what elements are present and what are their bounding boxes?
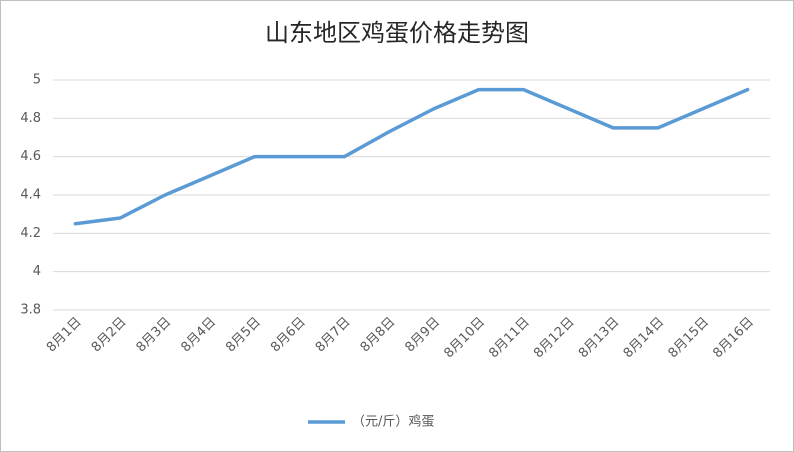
- legend-label: （元/斤）鸡蛋: [352, 414, 434, 430]
- data-line: [73, 87, 750, 226]
- y-tick-label: 4: [33, 264, 41, 279]
- y-tick-label: 4.6: [20, 149, 41, 164]
- y-tick-label: 4.8: [20, 111, 41, 126]
- chart-title: 山东地区鸡蛋价格走势图: [265, 19, 529, 47]
- y-tick-label: 4.2: [20, 226, 41, 241]
- y-tick-label: 5: [33, 73, 41, 88]
- y-tick-label: 3.8: [20, 303, 41, 318]
- y-tick-label: 4.4: [20, 188, 41, 203]
